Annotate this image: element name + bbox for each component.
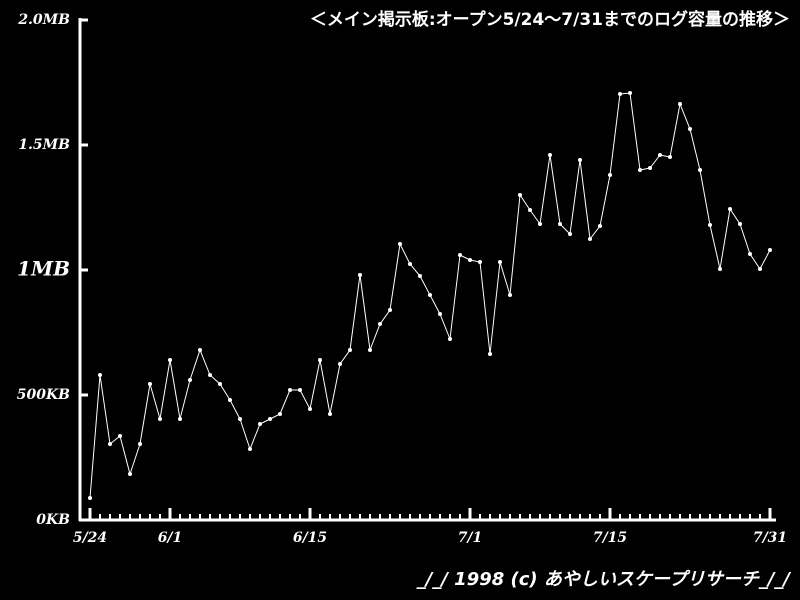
data-point [728,207,732,211]
data-point [768,248,772,252]
data-point [748,252,752,256]
x-tick-label: 6/1 [158,530,183,546]
data-point [388,308,392,312]
data-point [408,262,412,266]
data-point [438,312,442,316]
data-point [518,193,522,197]
data-point [398,242,402,246]
data-point [648,166,652,170]
data-point [558,222,562,226]
data-point [458,253,462,257]
data-point [618,92,622,96]
data-point [168,358,172,362]
data-point [338,362,342,366]
footer: _/_/ 1998 (c) あやしいスケープリサーチ_/_/ [416,569,792,590]
data-point [498,260,502,264]
data-point [708,223,712,227]
data-point [228,398,232,402]
data-point [348,348,352,352]
x-tick-label: 5/24 [73,530,107,546]
data-point [418,274,422,278]
y-tick-label: 1MB [17,257,70,281]
data-point [468,258,472,262]
data-point [268,417,272,421]
y-tick-label: 0KB [36,512,70,528]
y-tick-label: 2.0MB [17,12,70,28]
data-point [368,348,372,352]
data-point [108,442,112,446]
data-point [218,382,222,386]
data-point [358,273,362,277]
data-point [118,434,122,438]
data-point [188,378,192,382]
data-point [738,222,742,226]
data-point [608,173,612,177]
data-point [668,155,672,159]
data-point [138,442,142,446]
data-point [378,322,382,326]
data-point [678,102,682,106]
data-point [318,358,322,362]
x-tick-label: 7/31 [753,530,787,546]
data-point [548,153,552,157]
x-tick-label: 7/15 [593,530,627,546]
data-point [278,412,282,416]
x-tick-label: 7/1 [458,530,483,546]
data-point [528,208,532,212]
data-point [638,168,642,172]
x-tick-label: 6/15 [293,530,327,546]
data-point [478,260,482,264]
data-point [628,91,632,95]
data-point [208,373,212,377]
data-point [758,267,762,271]
data-point [98,373,102,377]
data-point [128,472,132,476]
data-point [428,293,432,297]
data-point [718,267,722,271]
data-point [88,496,92,500]
data-point [288,388,292,392]
data-point [258,422,262,426]
data-point [148,382,152,386]
data-point [198,348,202,352]
data-point [698,168,702,172]
data-point [568,232,572,236]
data-point [238,417,242,421]
data-point [308,407,312,411]
data-point [158,417,162,421]
data-point [328,412,332,416]
data-point [588,237,592,241]
data-point [578,158,582,162]
y-tick-label: 500KB [17,387,70,403]
data-point [658,153,662,157]
data-point [508,293,512,297]
data-point [538,222,542,226]
data-point [598,224,602,228]
y-tick-label: 1.5MB [18,137,70,153]
chart-title: ＜メイン掲示板:オープン5/24～7/31までのログ容量の推移＞ [310,9,790,30]
data-point [448,337,452,341]
data-point [298,388,302,392]
data-point [248,447,252,451]
data-point [178,417,182,421]
data-point [688,127,692,131]
data-point [488,352,492,356]
